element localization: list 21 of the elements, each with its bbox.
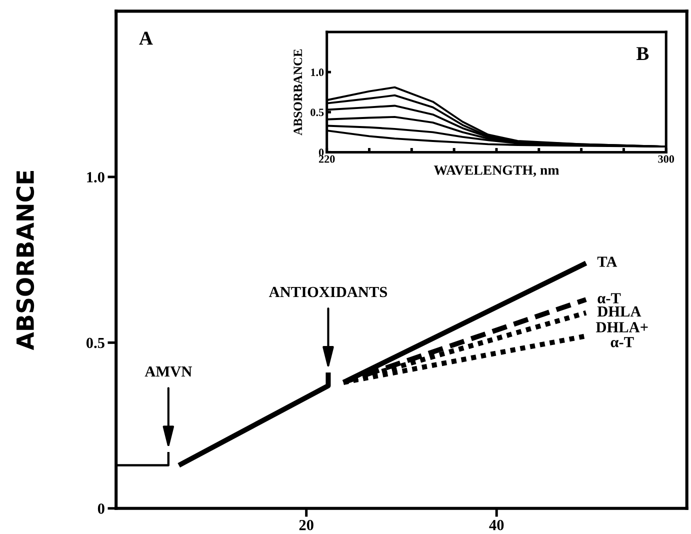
- annotation: AMVN: [144, 366, 192, 377]
- series-label: α-T: [598, 293, 621, 304]
- annotation: ANTIOXIDANTS: [268, 286, 387, 298]
- x-tick-label: 300: [658, 155, 674, 163]
- x-tick-label: 20: [299, 520, 314, 530]
- x-tick-label: 220: [318, 155, 335, 163]
- y-tick-label: 0: [318, 148, 324, 156]
- x-axis-title: WAVELENGTH, nm: [434, 165, 560, 177]
- y-axis-title: ABSORBANCE: [294, 49, 302, 136]
- y-tick-label: 1.0: [311, 68, 324, 76]
- series-label: DHLA: [597, 306, 642, 317]
- y-tick-label: 1.0: [87, 172, 104, 182]
- annotation: B: [636, 47, 649, 60]
- y-tick-label: 0.5: [310, 108, 324, 116]
- y-tick-label: 0.5: [86, 338, 104, 348]
- annotation: A: [139, 32, 153, 45]
- y-tick-label: 0: [98, 504, 104, 514]
- series-label: TA: [597, 256, 618, 267]
- series-label: DHLA+ α-T: [596, 322, 648, 348]
- y-axis-title: ABSORBANCE: [16, 171, 34, 350]
- x-tick-label: 40: [489, 520, 504, 530]
